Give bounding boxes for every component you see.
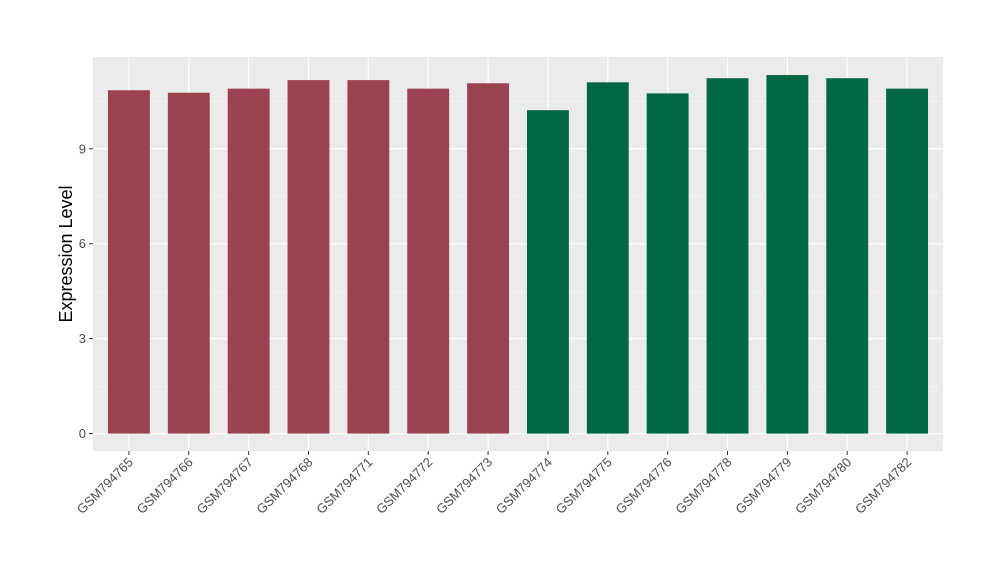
x-tick-label: GSM794779 — [732, 455, 794, 517]
bar-GSM794774 — [526, 110, 569, 434]
bar-GSM794779 — [766, 75, 809, 434]
plot-panel — [93, 57, 943, 451]
bar-GSM794766 — [167, 92, 210, 434]
x-tick-label: GSM794773 — [433, 455, 495, 517]
y-tick-label: 9 — [79, 141, 86, 156]
bar-GSM794782 — [886, 88, 929, 434]
x-tick-label: GSM794774 — [493, 455, 555, 517]
x-tick-label: GSM794772 — [373, 455, 435, 517]
bar-GSM794767 — [227, 88, 270, 434]
x-tick-label: GSM794766 — [134, 455, 196, 517]
bar-GSM794772 — [407, 88, 450, 434]
x-tick-label: GSM794782 — [852, 455, 914, 517]
x-tick-label: GSM794771 — [313, 455, 375, 517]
bar-GSM794775 — [586, 82, 629, 434]
x-tick-label: GSM794775 — [553, 455, 615, 517]
x-tick-label: GSM794778 — [672, 455, 734, 517]
y-tick-label: 3 — [79, 331, 86, 346]
bar-GSM794768 — [287, 80, 330, 434]
x-tick-label: GSM794780 — [792, 455, 854, 517]
bar-GSM794776 — [646, 93, 689, 434]
bar-GSM794765 — [107, 90, 150, 434]
x-axis: GSM794765GSM794766GSM794767GSM794768GSM7… — [74, 451, 914, 517]
bar-GSM794778 — [706, 78, 749, 434]
bar-GSM794771 — [347, 80, 390, 434]
x-tick-label: GSM794776 — [613, 455, 675, 517]
y-axis: 0 3 6 9 — [79, 141, 93, 441]
bar-GSM794773 — [467, 83, 510, 434]
x-tick-label: GSM794768 — [253, 455, 315, 517]
y-tick-label: 6 — [79, 236, 86, 251]
y-tick-label: 0 — [79, 426, 86, 441]
x-tick-label: GSM794765 — [74, 455, 136, 517]
x-tick-label: GSM794767 — [194, 455, 256, 517]
bar-GSM794780 — [826, 78, 869, 434]
bars — [107, 75, 929, 434]
y-axis-title: Expression Level — [56, 185, 76, 322]
